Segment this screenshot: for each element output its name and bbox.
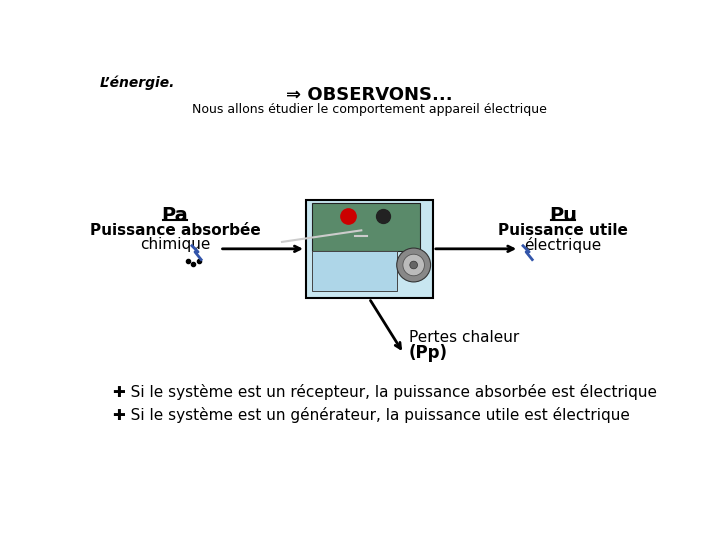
Text: chimique: chimique [140,237,210,252]
Text: électrique: électrique [524,237,602,253]
Text: Pu: Pu [549,206,577,225]
Text: ✚ Si le système est un récepteur, la puissance absorbée est électrique: ✚ Si le système est un récepteur, la pui… [113,384,657,400]
Circle shape [410,261,418,269]
Text: Pertes chaleur: Pertes chaleur [409,330,519,346]
Text: Puissance absorbée: Puissance absorbée [89,222,261,238]
Bar [312,204,420,251]
Text: L’énergie.: L’énergie. [99,76,175,90]
Bar [306,200,433,298]
Bar [312,251,397,291]
Text: Nous allons étudier le comportement appareil électrique: Nous allons étudier le comportement appa… [192,103,546,116]
Circle shape [403,254,425,276]
Text: ✚ Si le système est un générateur, la puissance utile est électrique: ✚ Si le système est un générateur, la pu… [113,408,630,423]
Text: Pa: Pa [161,206,189,225]
Text: Puissance utile: Puissance utile [498,222,628,238]
Text: ⇒ OBSERVONS...: ⇒ OBSERVONS... [286,86,452,104]
Text: (Pp): (Pp) [409,345,448,362]
Circle shape [397,248,431,282]
